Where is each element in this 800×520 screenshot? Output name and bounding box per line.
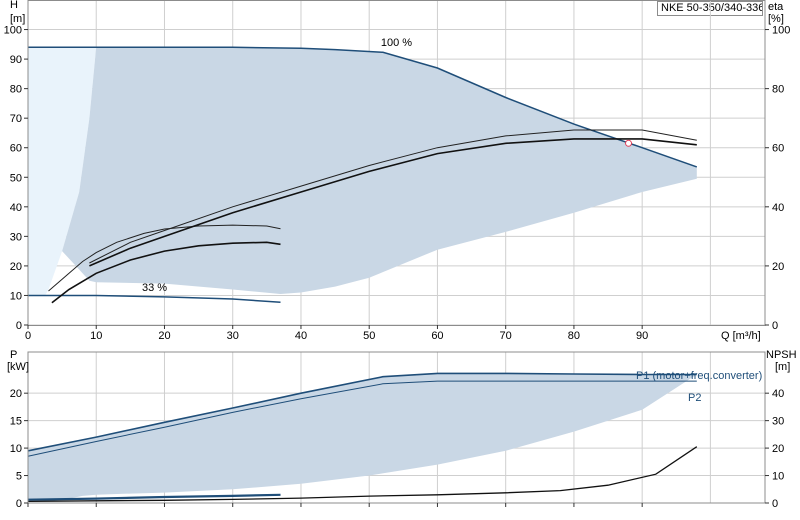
top-left-tick-label: 90: [10, 54, 22, 66]
curve-annotation-label: 33 %: [142, 282, 167, 294]
top-right-axis-title: eta: [768, 1, 784, 13]
top-left-zone: [28, 47, 97, 296]
x-tick-label: 30: [227, 330, 239, 342]
top-left-tick-label: 60: [10, 143, 22, 155]
p2-series-label: P2: [688, 392, 701, 404]
operating-point-marker: [625, 139, 633, 147]
head-curve-max: [28, 46, 698, 168]
x-axis-label: Q [m³/h]: [721, 330, 761, 342]
x-tick-label: 80: [568, 330, 580, 342]
top-operating-area: [62, 47, 697, 294]
top-left-tick-label: 30: [10, 231, 22, 243]
bottom-left-tick-label: 5: [16, 471, 22, 483]
bottom-left-tick-label: 15: [10, 416, 22, 428]
top-left-tick-label: 0: [16, 320, 22, 332]
top-right-tick-label: 80: [772, 84, 784, 96]
bottom-left-axis-title: P: [10, 349, 17, 361]
x-tick-label: 20: [158, 330, 170, 342]
top-right-tick-label: 20: [772, 261, 784, 273]
bottom-left-axis-unit: [kW]: [7, 361, 29, 373]
x-tick-label: 60: [431, 330, 443, 342]
npsh-curve: [27, 446, 698, 503]
x-tick-label: 90: [636, 330, 648, 342]
top-left-axis-unit: [m]: [10, 13, 25, 25]
top-left-tick-label: 100: [4, 25, 22, 37]
x-tick-label: 10: [90, 330, 102, 342]
head-curve-min: [28, 294, 281, 304]
x-tick-label: 0: [25, 330, 31, 342]
top-right-tick-label: 0: [772, 320, 778, 332]
bottom-panel-frame: [27, 351, 766, 504]
p1-curve: [27, 372, 697, 452]
top-left-tick-label: 10: [10, 290, 22, 302]
curve-annotation-label: 100 %: [381, 37, 412, 49]
bottom-right-tick-label: 20: [772, 443, 784, 455]
bottom-left-tick-label: 0: [16, 498, 22, 510]
bottom-operating-area: [28, 373, 697, 501]
bottom-right-tick-label: 30: [772, 416, 784, 428]
eta-curve-upper: [89, 129, 697, 264]
top-left-tick-label: 50: [10, 172, 22, 184]
bottom-right-axis-title: NPSH: [766, 349, 797, 361]
top-left-tick-label: 70: [10, 113, 22, 125]
x-tick-label: 50: [363, 330, 375, 342]
bottom-left-tick-label: 10: [10, 443, 22, 455]
top-left-tick-label: 20: [10, 261, 22, 273]
top-right-axis-unit: [%]: [768, 13, 784, 25]
top-panel-frame: [27, 0, 766, 326]
head-curve-part-lower: [51, 241, 281, 304]
top-left-axis-title: H: [10, 0, 18, 11]
x-tick-label: 40: [295, 330, 307, 342]
x-tick-label: 70: [500, 330, 512, 342]
top-right-tick-label: 100: [772, 25, 790, 37]
p1-series-label: P1 (motor+freq.converter): [636, 370, 762, 382]
top-left-tick-label: 80: [10, 84, 22, 96]
bottom-left-tick-label: 20: [10, 388, 22, 400]
bottom-right-tick-label: 10: [772, 471, 784, 483]
bottom-right-tick-label: 40: [772, 388, 784, 400]
top-right-tick-label: 40: [772, 202, 784, 214]
bottom-right-axis-unit: [m]: [775, 361, 790, 373]
top-right-tick-label: 60: [772, 143, 784, 155]
top-left-tick-label: 40: [10, 202, 22, 214]
bottom-right-tick-label: 0: [772, 498, 778, 510]
eta-curve-lower: [89, 138, 697, 267]
p2-curve: [27, 380, 697, 457]
p-curve-min-speed: [27, 493, 281, 501]
head-curve-part-upper: [48, 224, 281, 292]
